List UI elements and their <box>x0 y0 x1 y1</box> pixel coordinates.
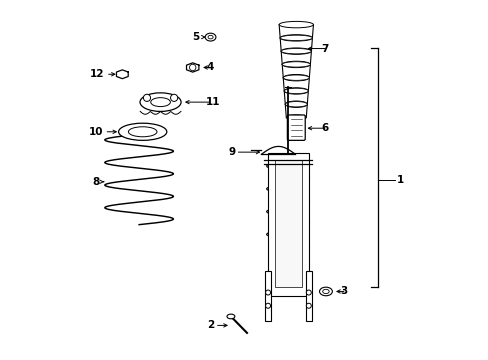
Ellipse shape <box>285 101 306 107</box>
Ellipse shape <box>140 93 181 111</box>
Circle shape <box>143 94 150 102</box>
Text: 11: 11 <box>205 97 220 107</box>
Ellipse shape <box>282 61 310 68</box>
Ellipse shape <box>322 289 328 294</box>
Ellipse shape <box>284 88 308 94</box>
Text: 3: 3 <box>340 287 347 296</box>
Text: 6: 6 <box>321 123 328 133</box>
Ellipse shape <box>281 49 311 54</box>
Text: 8: 8 <box>92 177 100 187</box>
Circle shape <box>265 303 270 308</box>
Bar <box>267 153 308 296</box>
Ellipse shape <box>319 287 332 296</box>
Text: 4: 4 <box>206 63 214 72</box>
Ellipse shape <box>285 115 305 120</box>
Text: 7: 7 <box>321 44 328 54</box>
Ellipse shape <box>279 21 313 28</box>
Ellipse shape <box>118 123 166 140</box>
Text: 5: 5 <box>192 32 200 42</box>
Ellipse shape <box>284 88 308 94</box>
Circle shape <box>305 290 311 295</box>
Ellipse shape <box>285 102 306 107</box>
Ellipse shape <box>226 314 234 319</box>
Ellipse shape <box>150 98 170 107</box>
Text: 12: 12 <box>90 69 104 79</box>
Text: 10: 10 <box>89 127 103 137</box>
Ellipse shape <box>281 48 311 54</box>
Ellipse shape <box>282 62 310 67</box>
FancyBboxPatch shape <box>287 115 305 140</box>
Ellipse shape <box>205 33 216 41</box>
Text: 1: 1 <box>395 175 403 185</box>
Ellipse shape <box>283 75 309 80</box>
Ellipse shape <box>280 35 312 41</box>
Bar <box>305 271 311 321</box>
Ellipse shape <box>280 35 312 41</box>
Ellipse shape <box>207 35 213 39</box>
Ellipse shape <box>128 127 157 137</box>
Text: 9: 9 <box>228 147 235 157</box>
Bar <box>264 271 270 321</box>
Circle shape <box>265 290 270 295</box>
Text: 2: 2 <box>206 320 214 330</box>
Circle shape <box>305 303 311 308</box>
Circle shape <box>189 64 196 71</box>
Bar <box>274 160 301 287</box>
Polygon shape <box>116 70 128 79</box>
Polygon shape <box>186 63 199 72</box>
Circle shape <box>170 94 177 102</box>
Ellipse shape <box>283 75 309 81</box>
